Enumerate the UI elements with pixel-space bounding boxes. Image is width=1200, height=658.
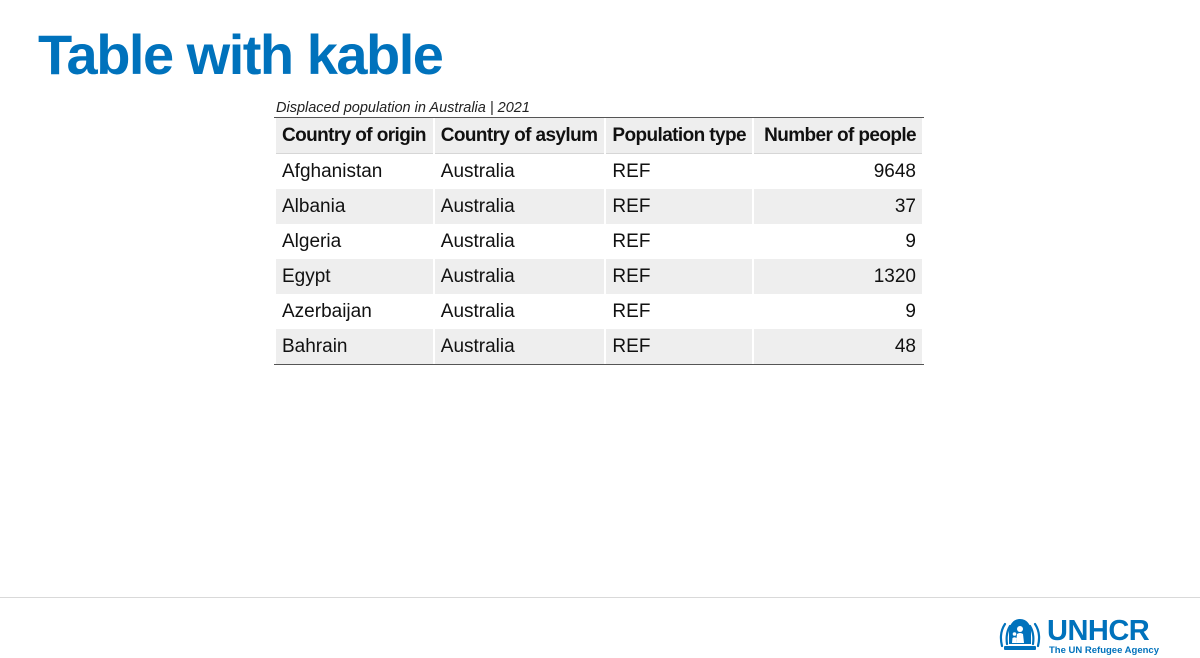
unhcr-logo: UNHCR The UN Refugee Agency xyxy=(998,616,1168,656)
cell-population-type: REF xyxy=(612,160,651,182)
cell-country-of-origin: Azerbaijan xyxy=(282,300,372,322)
table-row: Algeria Australia REF 9 xyxy=(276,224,922,259)
header-country-of-origin: Country of origin xyxy=(276,118,433,154)
cell-population-type: REF xyxy=(612,230,651,252)
cell-country-of-origin: Algeria xyxy=(282,230,342,252)
cell-number-of-people: 1320 xyxy=(754,259,922,294)
cell-country-of-asylum: Australia xyxy=(440,160,515,182)
population-table-block: Displaced population in Australia | 2021… xyxy=(274,99,926,365)
unhcr-emblem-icon xyxy=(999,619,1041,650)
cell-number-of-people: 9 xyxy=(905,230,916,252)
cell-country-of-origin: Bahrain xyxy=(276,329,433,364)
table-row: Afghanistan Australia REF 9648 xyxy=(276,154,922,189)
cell-number-of-people: 9 xyxy=(905,300,916,322)
logo-tagline: The UN Refugee Agency xyxy=(1049,645,1159,656)
cell-country-of-asylum: Australia xyxy=(434,189,605,224)
cell-country-of-asylum: Australia xyxy=(434,259,605,294)
header-number-of-people: Number of people xyxy=(754,118,922,154)
cell-population-type: REF xyxy=(606,259,753,294)
table-row: Albania Australia REF 37 xyxy=(276,189,922,224)
cell-population-type: REF xyxy=(606,189,753,224)
table-caption: Displaced population in Australia | 2021 xyxy=(276,100,530,116)
table-row: Egypt Australia REF 1320 xyxy=(276,259,922,294)
cell-population-type: REF xyxy=(612,300,651,322)
table-row: Azerbaijan Australia REF 9 xyxy=(276,294,922,329)
logo-name: UNHCR xyxy=(1047,615,1150,647)
cell-country-of-asylum: Australia xyxy=(434,329,605,364)
cell-number-of-people: 37 xyxy=(754,189,922,224)
header-population-type: Population type xyxy=(606,118,753,154)
cell-country-of-asylum: Australia xyxy=(440,300,515,322)
population-table: Country of origin Country of asylum Popu… xyxy=(274,117,924,365)
cell-country-of-origin: Albania xyxy=(276,189,433,224)
slide-title: Table with kable xyxy=(38,23,444,86)
cell-population-type: REF xyxy=(606,329,753,364)
header-country-of-asylum: Country of asylum xyxy=(434,118,605,154)
cell-number-of-people: 48 xyxy=(754,329,922,364)
cell-country-of-asylum: Australia xyxy=(440,230,515,252)
cell-country-of-origin: Afghanistan xyxy=(282,160,383,182)
table-row: Bahrain Australia REF 48 xyxy=(276,329,922,364)
cell-country-of-origin: Egypt xyxy=(276,259,433,294)
cell-number-of-people: 9648 xyxy=(873,160,916,182)
footer-divider xyxy=(0,597,1200,598)
table-header-row: Country of origin Country of asylum Popu… xyxy=(276,118,922,154)
